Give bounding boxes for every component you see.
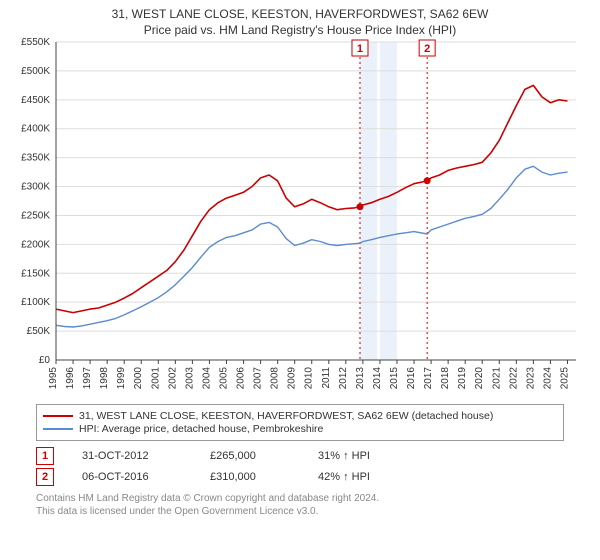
attribution: Contains HM Land Registry data © Crown c… [36,492,564,518]
svg-text:2: 2 [424,43,430,55]
svg-text:1999: 1999 [116,367,127,390]
attribution-line2: This data is licensed under the Open Gov… [36,505,564,518]
svg-text:2007: 2007 [253,367,264,390]
attribution-line1: Contains HM Land Registry data © Crown c… [36,492,564,505]
sale-row: 2 06-OCT-2016 £310,000 42% ↑ HPI [36,468,564,486]
svg-text:2005: 2005 [218,367,229,390]
svg-text:1: 1 [357,43,363,55]
svg-text:2006: 2006 [236,367,247,390]
legend-row: 31, WEST LANE CLOSE, KEESTON, HAVERFORDW… [43,410,557,422]
sales-list: 1 31-OCT-2012 £265,000 31% ↑ HPI 2 06-OCT-201… [36,447,564,486]
svg-text:2018: 2018 [440,367,451,390]
svg-text:2000: 2000 [133,367,144,390]
svg-text:£350K: £350K [21,153,50,164]
legend-label: HPI: Average price, detached house, Pemb… [79,423,323,435]
legend-swatch [43,428,73,430]
sale-hpi-pct: 42% ↑ HPI [318,471,370,483]
svg-text:1995: 1995 [48,367,59,390]
svg-text:2021: 2021 [491,367,502,390]
sale-index-badge: 1 [36,447,54,465]
svg-text:2014: 2014 [372,367,383,390]
sale-price: £310,000 [210,471,290,483]
title-address: 31, WEST LANE CLOSE, KEESTON, HAVERFORDW… [0,6,600,22]
sale-price: £265,000 [210,450,290,462]
svg-text:£200K: £200K [21,240,50,251]
svg-text:£400K: £400K [21,124,50,135]
svg-text:£300K: £300K [21,182,50,193]
svg-text:£150K: £150K [21,269,50,280]
svg-text:2012: 2012 [338,367,349,390]
svg-text:£500K: £500K [21,66,50,77]
svg-text:2022: 2022 [508,367,519,390]
svg-text:1996: 1996 [65,367,76,390]
svg-text:2011: 2011 [321,367,332,389]
chart-titles: 31, WEST LANE CLOSE, KEESTON, HAVERFORDW… [0,0,600,38]
svg-text:2002: 2002 [167,367,178,390]
svg-text:£550K: £550K [21,38,50,48]
svg-text:2019: 2019 [457,367,468,390]
svg-text:£100K: £100K [21,298,50,309]
svg-text:2013: 2013 [355,367,366,390]
svg-text:£250K: £250K [21,211,50,222]
svg-text:2015: 2015 [389,367,400,390]
legend-swatch [43,415,73,417]
legend-row: HPI: Average price, detached house, Pemb… [43,423,557,435]
svg-text:2010: 2010 [304,367,315,390]
svg-text:1998: 1998 [99,367,110,390]
svg-text:2001: 2001 [150,367,161,390]
svg-text:2024: 2024 [542,367,553,390]
sale-row: 1 31-OCT-2012 £265,000 31% ↑ HPI [36,447,564,465]
legend: 31, WEST LANE CLOSE, KEESTON, HAVERFORDW… [36,404,564,441]
svg-text:2003: 2003 [184,367,195,390]
title-subtitle: Price paid vs. HM Land Registry's House … [0,22,600,38]
svg-text:2008: 2008 [270,367,281,390]
sale-index-badge: 2 [36,468,54,486]
svg-text:2020: 2020 [474,367,485,390]
svg-text:2016: 2016 [406,367,417,390]
svg-text:1997: 1997 [82,367,93,390]
svg-text:2009: 2009 [287,367,298,390]
legend-label: 31, WEST LANE CLOSE, KEESTON, HAVERFORDW… [79,410,493,422]
sale-hpi-pct: 31% ↑ HPI [318,450,370,462]
svg-text:2017: 2017 [423,367,434,390]
svg-text:£0: £0 [39,355,51,366]
svg-text:£50K: £50K [27,326,51,337]
sale-date: 06-OCT-2016 [82,471,182,483]
svg-text:2004: 2004 [201,367,212,390]
sale-date: 31-OCT-2012 [82,450,182,462]
svg-text:2023: 2023 [525,367,536,390]
svg-text:2025: 2025 [559,367,570,390]
price-chart: £0 £50K £100K £150K £200K £250K £300K £350K £400… [0,38,600,400]
svg-text:£450K: £450K [21,95,50,106]
